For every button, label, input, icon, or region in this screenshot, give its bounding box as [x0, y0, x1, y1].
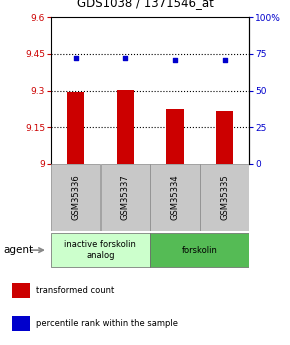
Bar: [117, 90, 134, 164]
Bar: [150, 164, 200, 231]
Text: GSM35335: GSM35335: [220, 175, 229, 220]
Point: [222, 57, 227, 62]
Bar: [67, 92, 84, 164]
Bar: [12, 316, 30, 331]
Bar: [12, 283, 30, 298]
Point: [123, 56, 128, 61]
Text: GSM35336: GSM35336: [71, 175, 80, 220]
Text: agent: agent: [3, 245, 33, 255]
Text: GSM35334: GSM35334: [171, 175, 180, 220]
Text: percentile rank within the sample: percentile rank within the sample: [36, 319, 178, 328]
Text: GDS1038 / 1371546_at: GDS1038 / 1371546_at: [77, 0, 213, 9]
Text: forskolin: forskolin: [182, 246, 218, 255]
Point: [73, 56, 78, 61]
Bar: [200, 164, 249, 231]
Bar: [51, 233, 150, 267]
Bar: [216, 111, 233, 164]
Bar: [101, 164, 150, 231]
Bar: [150, 233, 249, 267]
Bar: [166, 109, 184, 164]
Text: transformed count: transformed count: [36, 286, 115, 295]
Text: inactive forskolin
analog: inactive forskolin analog: [64, 240, 136, 260]
Text: GSM35337: GSM35337: [121, 175, 130, 220]
Bar: [51, 164, 100, 231]
Point: [173, 57, 177, 62]
